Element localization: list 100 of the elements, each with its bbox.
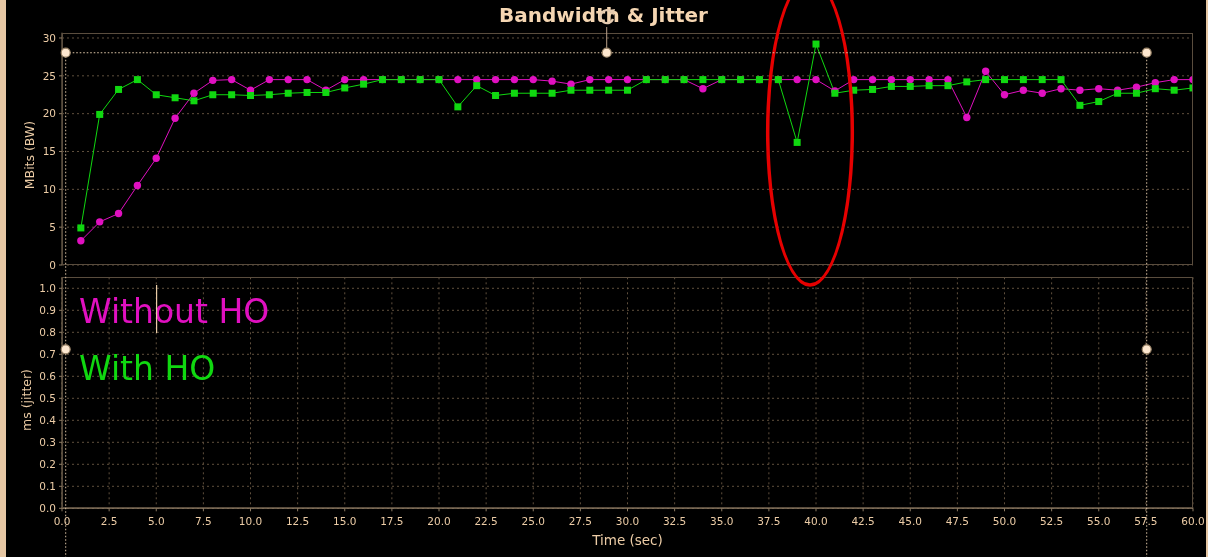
y-tick-label: 0.2	[39, 458, 56, 471]
x-tick-label: 27.5	[568, 514, 593, 527]
text: With HO	[79, 348, 217, 391]
point	[699, 76, 707, 84]
point	[548, 77, 556, 85]
x-tick-label: 7.5	[195, 514, 212, 527]
point	[963, 78, 971, 86]
point	[963, 113, 971, 122]
x-tick-label: 10.0	[238, 514, 263, 527]
x-tick-label: 42.5	[851, 514, 875, 527]
point	[1057, 84, 1065, 93]
point	[1170, 75, 1178, 84]
y-tick-label: 10	[42, 183, 56, 196]
point	[944, 82, 952, 90]
point	[793, 75, 801, 84]
point	[586, 75, 594, 84]
x-tick-label: 12.5	[285, 514, 310, 527]
point	[1076, 101, 1084, 109]
point	[171, 114, 179, 122]
point	[454, 75, 462, 84]
point	[341, 75, 349, 84]
y-tick-label: 0.4	[39, 414, 57, 427]
y-tick-label: 0.1	[39, 480, 56, 493]
point	[869, 85, 877, 93]
point	[491, 75, 500, 84]
point	[906, 82, 914, 90]
point	[492, 92, 500, 99]
point	[209, 91, 217, 99]
point	[567, 86, 575, 94]
x-tick-label: 22.5	[474, 514, 498, 527]
point	[284, 75, 292, 84]
point	[473, 75, 481, 84]
point	[265, 91, 273, 99]
point	[623, 75, 632, 84]
y-tick-label: 0.3	[39, 436, 56, 449]
point	[1076, 86, 1084, 94]
point	[699, 84, 707, 93]
x-tick-label: 60.0	[1181, 514, 1205, 527]
point	[1000, 91, 1009, 99]
point	[1057, 76, 1065, 84]
point	[1170, 86, 1178, 94]
point	[171, 94, 179, 102]
point	[152, 91, 160, 99]
x-tick-label: 37.5	[757, 514, 781, 527]
x-tick-label: 25.0	[521, 514, 545, 527]
x-tick-label: 50.0	[992, 514, 1017, 527]
point	[604, 75, 613, 84]
point	[96, 110, 104, 118]
point	[586, 86, 594, 94]
point	[284, 89, 292, 97]
point	[115, 85, 123, 93]
x-tick-label: 40.0	[804, 514, 828, 527]
point	[133, 181, 142, 190]
x-tick-label: 45.0	[898, 514, 922, 527]
x-tick-label: 2.5	[100, 514, 118, 527]
point	[1001, 76, 1008, 84]
point	[925, 82, 933, 90]
y-tick-label: 25	[42, 69, 56, 82]
point	[605, 86, 613, 94]
point	[1019, 76, 1027, 84]
point	[1095, 98, 1103, 106]
point	[887, 82, 895, 90]
point	[906, 75, 914, 84]
point	[303, 75, 311, 84]
point	[454, 103, 462, 111]
point	[133, 76, 141, 84]
y-tick-label: 0	[49, 258, 56, 271]
y-tick-label: 0.8	[39, 326, 56, 339]
y-tick-label: 0.6	[39, 370, 57, 383]
y-tick-label: 0.7	[39, 348, 56, 361]
point	[227, 75, 236, 84]
point	[114, 209, 123, 218]
point	[209, 76, 217, 85]
x-axis-title: Time (sec)	[591, 532, 663, 548]
point	[510, 75, 519, 84]
x-tick-label: 5.0	[147, 514, 165, 527]
point	[1132, 89, 1140, 97]
x-tick-label: 30.0	[615, 514, 640, 527]
point	[887, 75, 896, 84]
y-tick-label: 30	[42, 31, 56, 44]
point	[247, 92, 254, 99]
point	[812, 75, 820, 84]
point	[473, 82, 481, 90]
point	[944, 75, 952, 84]
x-tick-label: 52.5	[1039, 514, 1064, 527]
y-tick-label: 0.9	[39, 304, 56, 317]
point	[190, 97, 198, 105]
point	[77, 224, 85, 232]
x-tick-label: 55.0	[1087, 514, 1111, 527]
point	[529, 75, 537, 84]
point	[1132, 83, 1141, 91]
point	[96, 218, 104, 226]
point	[812, 40, 820, 48]
point	[1038, 76, 1046, 84]
y-tick-label: 5	[49, 220, 56, 233]
point	[360, 80, 368, 88]
y-tick-label: 20	[42, 107, 56, 120]
y-axis-title: ms (jitter)	[18, 369, 34, 431]
y-tick-label: 15	[42, 145, 56, 158]
x-tick-label: 20.0	[427, 514, 451, 527]
